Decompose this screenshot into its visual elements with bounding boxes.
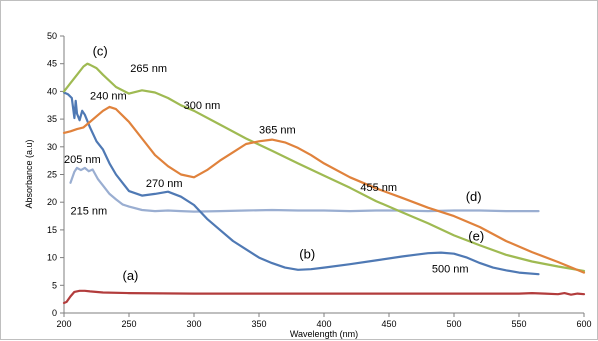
annotation-label: 300 nm	[184, 100, 221, 112]
x-tick-label: 250	[121, 319, 136, 329]
series-line-5	[62, 289, 586, 305]
annotation-label: (a)	[123, 268, 139, 283]
annotation-label: 455 nm	[360, 182, 397, 194]
annotation-label: 265 nm	[130, 63, 167, 75]
annotation-label: (d)	[466, 189, 482, 204]
annotations: (c) 265 nm 240 nm 300 nm 365 nm 205 nm 270 nm 4…	[64, 43, 484, 282]
x-tick-label: 600	[576, 319, 591, 329]
annotation-label: (e)	[468, 228, 484, 243]
y-tick-label: 35	[47, 114, 57, 124]
y-tick-label: 40	[47, 86, 57, 96]
x-ticks: 200 250 300 350 400 450 500 550 600	[56, 313, 592, 329]
x-tick-label: 400	[316, 319, 331, 329]
y-tick-label: 25	[47, 170, 57, 180]
x-tick-label: 200	[56, 319, 71, 329]
x-axis-title: Wavelength (nm)	[290, 329, 358, 339]
annotation-label: 365 nm	[259, 125, 296, 137]
annotation-label: 240 nm	[90, 91, 127, 103]
x-tick-label: 450	[381, 319, 396, 329]
x-tick-label: 550	[511, 319, 526, 329]
series-line-3	[62, 62, 586, 272]
x-tick-label: 300	[186, 319, 201, 329]
annotation-label: (c)	[93, 43, 108, 58]
y-tick-label: 20	[47, 197, 57, 207]
series-group	[62, 62, 586, 305]
annotation-label: 205 nm	[64, 154, 101, 166]
series-line-4	[62, 105, 586, 274]
series-line-1	[69, 166, 540, 213]
annotation-label: 215 nm	[71, 205, 108, 217]
y-tick-label: 50	[47, 31, 57, 41]
y-tick-label: 0	[52, 308, 57, 318]
x-tick-label: 350	[251, 319, 266, 329]
annotation-label: 500 nm	[432, 264, 469, 276]
annotation-label: (b)	[299, 247, 315, 262]
y-axis-title: Absorbance (a.u)	[24, 139, 34, 208]
y-tick-label: 5	[52, 280, 57, 290]
y-tick-label: 10	[47, 253, 57, 263]
y-ticks: 0 5 10 15 20 25 30 35 40 45 50	[47, 31, 64, 318]
x-tick-label: 500	[446, 319, 461, 329]
y-tick-label: 45	[47, 59, 57, 69]
y-tick-label: 15	[47, 225, 57, 235]
annotation-label: 270 nm	[146, 178, 183, 190]
series-line-2	[62, 91, 540, 276]
y-tick-label: 30	[47, 142, 57, 152]
